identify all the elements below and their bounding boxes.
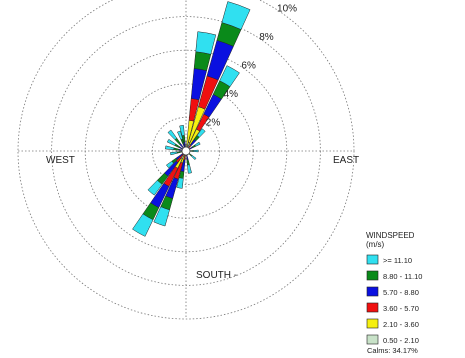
wind-sector-segment [177,130,183,141]
wind-sector-segment [186,159,190,166]
wind-speed-legend: WINDSPEED (m/s) >= 11.10 8.80 - 11.10 5.70… [366,231,422,355]
wind-sector-segment [166,160,174,169]
wind-sector-segment [193,51,212,71]
wind-sector-segment [166,138,177,146]
legend-label: 8.80 - 11.10 [383,272,422,281]
wind-sector-segment [147,179,163,196]
wind-sector-segment [186,154,189,161]
wind-sector-segment [221,1,251,30]
legend-swatch [366,318,379,329]
ring-labels: 2% 4% 6% 8% 10% [206,4,297,129]
wind-sector-segment [189,150,194,152]
wind-sector-segment [132,213,154,237]
legend-swatch [366,270,379,281]
legend-calms: Calms: 34.17% [367,346,418,355]
legend-label: 5.70 - 8.80 [383,288,419,297]
ring-label: 4% [224,89,239,100]
wind-sectors [132,1,251,237]
range-ring [17,0,355,320]
legend-label: 3.60 - 5.70 [383,304,419,313]
ring-label: 6% [241,61,256,72]
wind-sector-segment [176,177,184,189]
wind-sector-segment [219,65,240,88]
wind-sector-segment [153,206,170,227]
legend-items: >= 11.10 8.80 - 11.10 5.70 - 8.80 3.60 - 5.… [366,254,422,345]
legend-units: (m/s) [366,240,385,249]
ring-label: 2% [206,118,221,129]
wind-sector-segment [173,147,180,151]
wind-sector-segment [167,129,178,141]
wind-sector-segment [178,148,183,151]
legend-label: >= 11.10 [383,256,412,265]
ring-label: 10% [277,4,297,15]
legend-swatch [366,286,379,297]
wind-sector-segment [179,125,185,137]
wind-sector-segment [190,154,197,161]
wind-sector-segment [196,128,206,138]
direction-label-east: EAST [333,155,359,166]
legend-swatch [366,302,379,313]
wind-sector-segment [187,164,192,174]
legend-swatch [366,254,379,265]
ring-label: 8% [259,32,274,43]
calm-circle [181,146,191,156]
legend-swatch [366,334,379,345]
legend-label: 0.50 - 2.10 [383,336,419,345]
wind-sector-segment [195,31,217,55]
direction-label-west: WEST [46,155,75,166]
wind-sector-segment [194,141,201,147]
wind-sector-segment [193,149,199,153]
direction-label-south: SOUTH - [196,270,237,281]
wind-sector-segment [170,151,178,156]
legend-title: WINDSPEED [366,231,415,240]
wind-sector-segment [165,145,175,151]
legend-label: 2.10 - 3.60 [383,320,419,329]
wind-sector-segment [176,151,183,154]
